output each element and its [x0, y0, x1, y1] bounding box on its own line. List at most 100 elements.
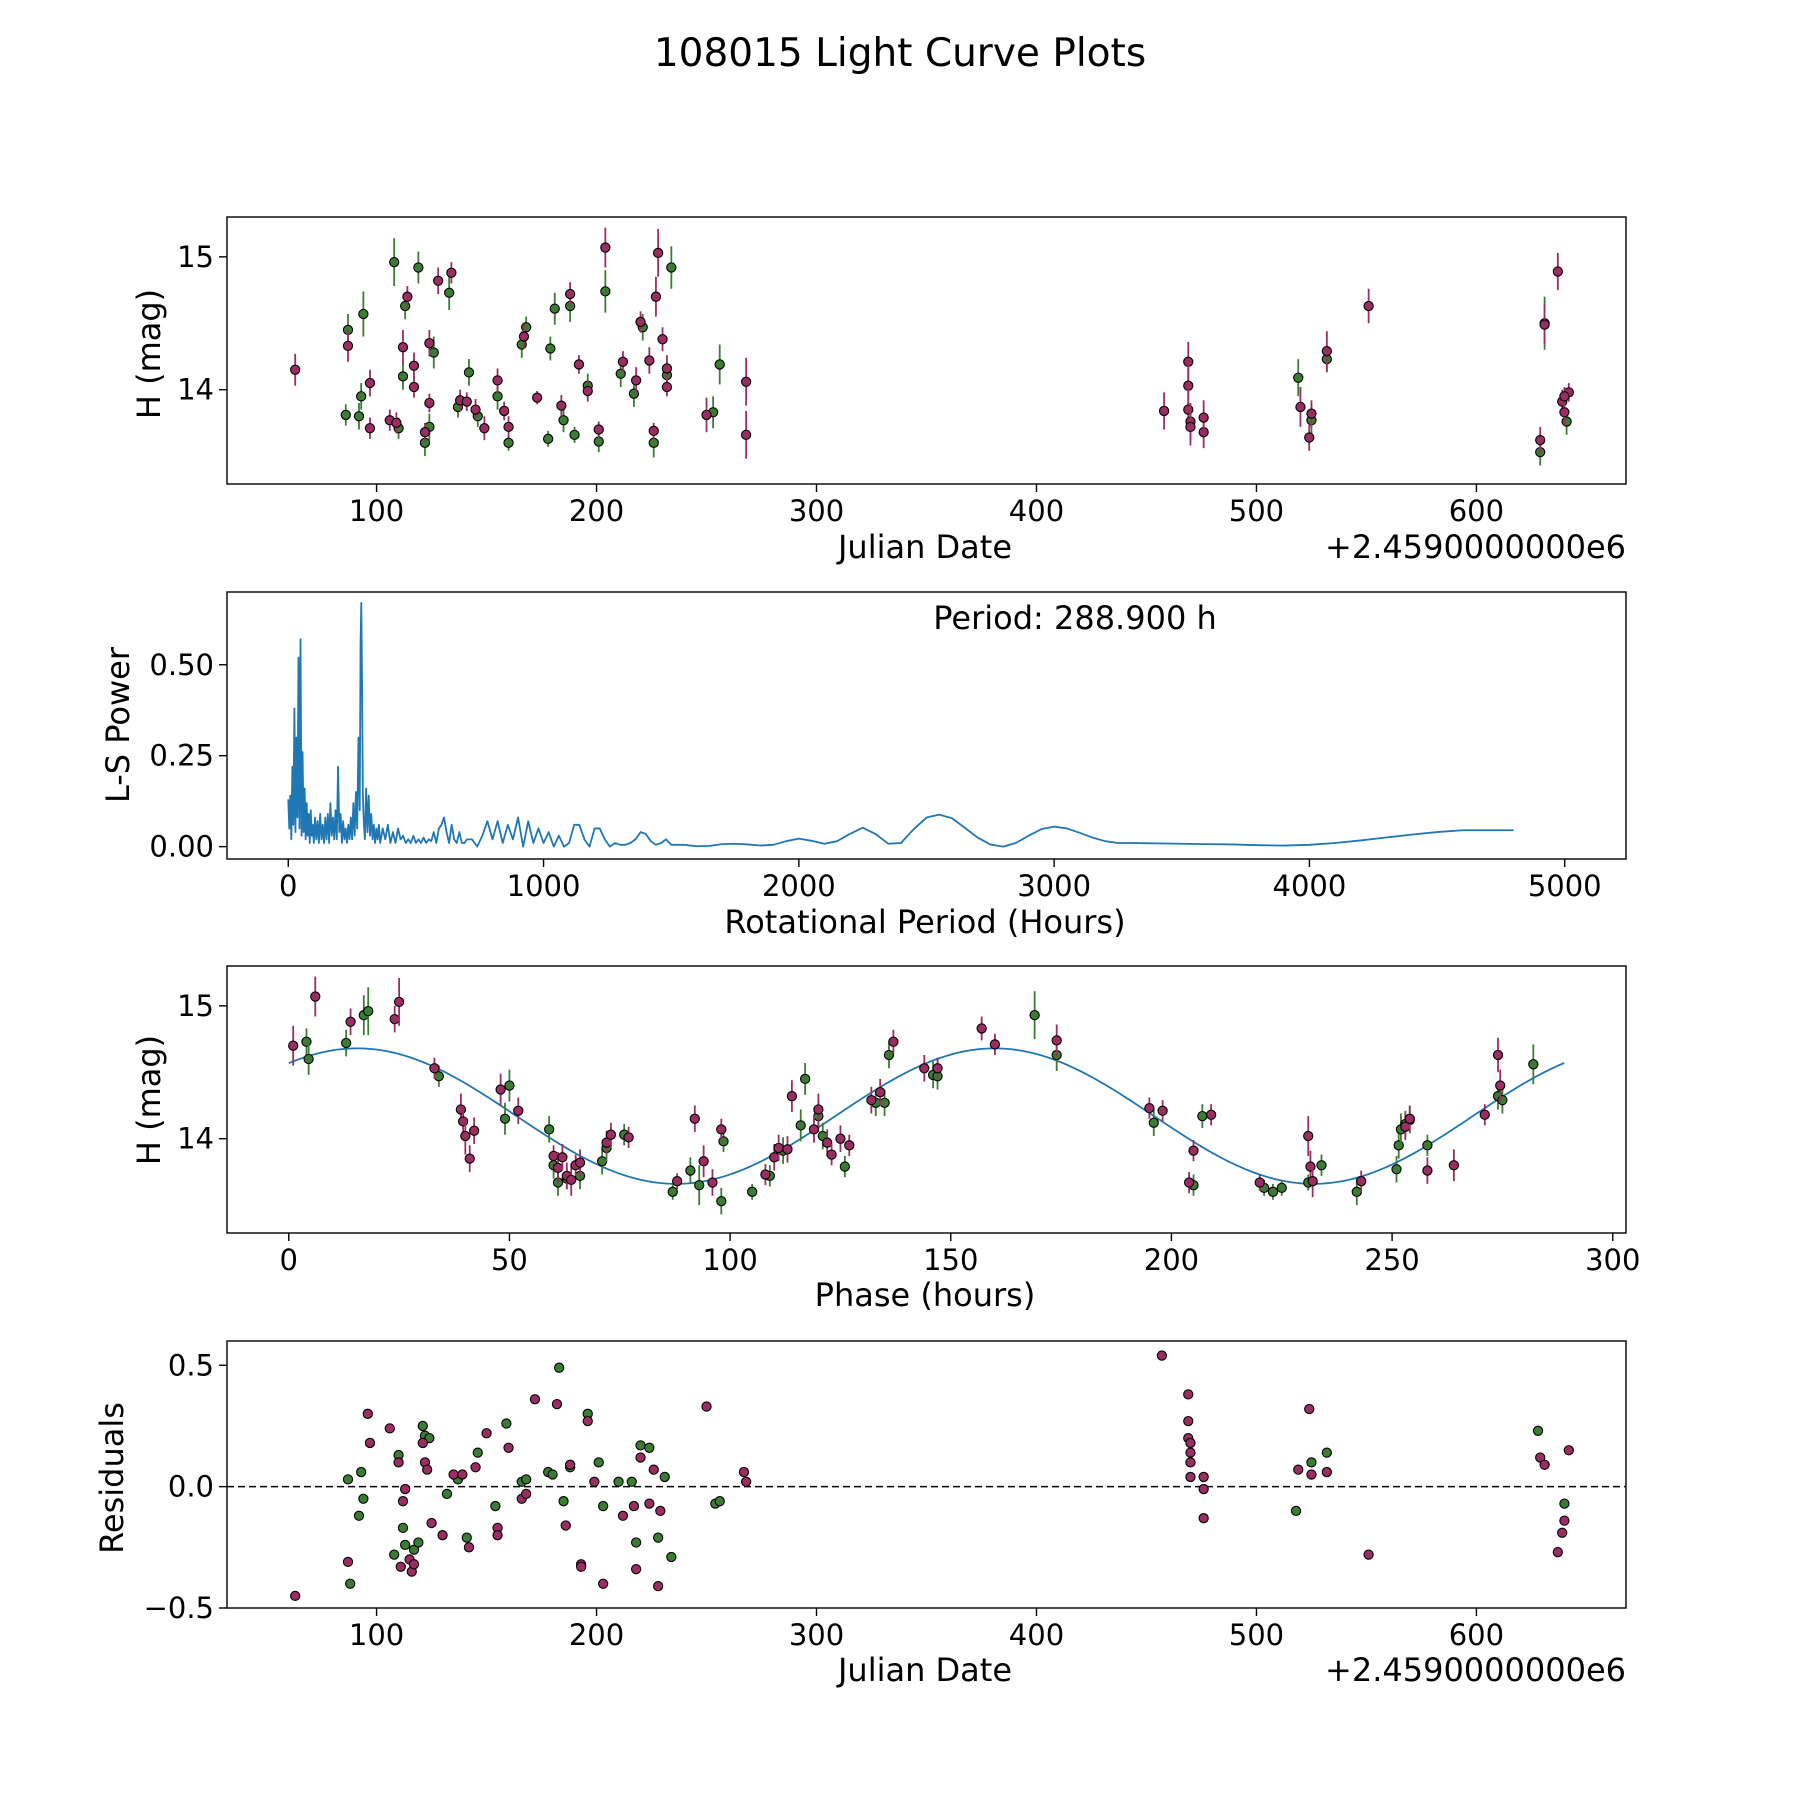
phased-point-b — [1305, 1161, 1316, 1172]
lightcurve-point-a — [413, 262, 424, 273]
lightcurve-point-b — [630, 375, 642, 386]
periodogram-xtick-label: 3000 — [1017, 869, 1091, 903]
residuals-point-b — [648, 1464, 659, 1475]
phased-point-b — [782, 1144, 793, 1155]
residuals-point-a — [635, 1440, 646, 1451]
lightcurve-point-b — [573, 359, 585, 370]
residuals-point-a — [652, 1532, 664, 1543]
residuals-xlabel: Julian Date — [836, 1651, 1012, 1689]
lightcurve-point-b — [648, 425, 659, 437]
lightcurve-point-b — [1295, 401, 1306, 413]
lightcurve-point-a — [340, 409, 351, 421]
lightcurve-xtick-label: 600 — [1449, 494, 1504, 528]
phased-point-a — [1497, 1095, 1508, 1106]
residuals-point-b — [521, 1488, 532, 1500]
phased-point-b — [393, 996, 405, 1008]
phased-xtick-label: 300 — [1585, 1243, 1640, 1277]
period-annotation: Period: 288.900 h — [933, 599, 1217, 637]
lightcurve-point-b — [582, 385, 593, 397]
lightcurve-point-a — [569, 429, 580, 441]
phased-point-b — [689, 1113, 700, 1124]
lightcurve-point-a — [444, 287, 455, 298]
phased-point-a — [1393, 1140, 1404, 1151]
phased-point-b — [1303, 1130, 1314, 1142]
phased-point-a — [1351, 1186, 1362, 1197]
phased-point-b — [1206, 1109, 1217, 1120]
phased-point-b — [1448, 1160, 1460, 1171]
lightcurve-point-b — [1304, 432, 1315, 443]
residuals-point-b — [589, 1476, 600, 1487]
phased-point-a — [363, 1006, 374, 1017]
lightcurve-point-a — [666, 262, 677, 273]
lightcurve-point-b — [408, 360, 420, 371]
lightcurve-point-a — [1293, 372, 1304, 383]
residuals-point-b — [617, 1510, 629, 1521]
phased-point-a — [718, 1136, 729, 1147]
lightcurve-point-b — [532, 392, 543, 403]
lightcurve-point-a — [714, 359, 725, 370]
phased-point-b — [888, 1036, 899, 1047]
phased-point-b — [1188, 1145, 1199, 1156]
phased-point-b — [989, 1039, 1001, 1050]
residuals-point-b — [1198, 1513, 1209, 1524]
lightcurve-point-b — [1306, 408, 1317, 419]
residuals-ytick-label: −0.5 — [144, 1591, 214, 1625]
lightcurve-point-a — [492, 391, 503, 402]
phased-point-a — [301, 1036, 312, 1047]
residuals-point-a — [1290, 1505, 1302, 1517]
lightcurve-xtick-label: 200 — [569, 494, 624, 528]
phased-point-b — [1495, 1080, 1506, 1091]
phased-point-b — [976, 1023, 987, 1034]
residuals-point-b — [1559, 1515, 1570, 1526]
residuals-point-a — [358, 1493, 369, 1504]
residuals-point-a — [593, 1457, 604, 1468]
lightcurve-point-a — [503, 437, 514, 448]
residuals-point-b — [1198, 1471, 1209, 1483]
residuals-point-b — [492, 1530, 503, 1541]
phased-point-a — [883, 1049, 895, 1061]
residuals-point-a — [441, 1488, 453, 1500]
lightcurve-point-b — [1198, 412, 1209, 423]
phased-point-a — [667, 1186, 678, 1197]
lightcurve-point-b — [499, 405, 510, 417]
residuals-point-b — [1535, 1452, 1546, 1463]
lightcurve-point-b — [1535, 435, 1546, 446]
residuals-point-a — [597, 1500, 609, 1512]
lightcurve-point-b — [740, 429, 752, 441]
residuals-point-b — [384, 1423, 395, 1434]
phased-point-b — [1157, 1105, 1168, 1116]
lightcurve-point-a — [400, 300, 411, 312]
lightcurve-point-b — [617, 356, 629, 367]
phased-point-a — [747, 1186, 758, 1197]
residuals-ytick-label: 0.5 — [168, 1348, 214, 1382]
periodogram-ytick-label: 0.00 — [149, 830, 214, 864]
phased-point-b — [460, 1130, 471, 1142]
lightcurve-point-b — [364, 377, 376, 389]
residuals-point-b — [597, 1578, 609, 1589]
lightcurve-point-b — [479, 423, 490, 434]
lightcurve-point-b — [397, 342, 409, 353]
phased-point-b — [1356, 1176, 1367, 1187]
phased-point-b — [468, 1125, 480, 1136]
phased-point-b — [1144, 1102, 1155, 1114]
phased-point-b — [1051, 1035, 1062, 1046]
residuals-point-b — [426, 1517, 437, 1529]
residuals-point-b — [1185, 1447, 1196, 1458]
phased-point-a — [1029, 1009, 1040, 1021]
lightcurve-ytick-label: 14 — [177, 373, 214, 407]
residuals-point-b — [437, 1530, 448, 1541]
phased-xtick-label: 200 — [1144, 1243, 1199, 1277]
lightcurve-point-b — [593, 424, 604, 435]
residuals-point-b — [1198, 1483, 1209, 1495]
residuals-point-b — [448, 1469, 459, 1480]
residuals-point-b — [364, 1437, 376, 1449]
periodogram-xtick-label: 2000 — [762, 869, 836, 903]
periodogram-xtick-label: 4000 — [1273, 869, 1347, 903]
lightcurve-point-b — [1158, 405, 1170, 417]
residuals-point-b — [738, 1466, 750, 1478]
lightcurve-point-b — [492, 375, 503, 386]
lightcurve-point-a — [356, 391, 367, 402]
phased-point-b — [698, 1156, 709, 1167]
lightcurve-point-b — [1559, 391, 1570, 402]
phased-point-b — [574, 1157, 586, 1168]
